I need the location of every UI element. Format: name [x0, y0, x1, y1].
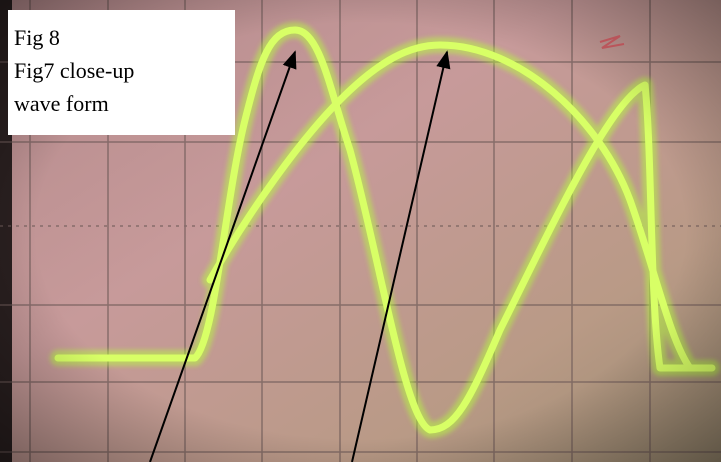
caption-line: Fig 8: [14, 25, 60, 50]
caption-line: wave form: [14, 91, 109, 116]
page: Fig 8 Fig7 close-up wave form (() => { c…: [0, 0, 721, 462]
oscilloscope-photo: Fig 8 Fig7 close-up wave form: [0, 0, 721, 462]
caption-line: Fig7 close-up: [14, 58, 134, 83]
